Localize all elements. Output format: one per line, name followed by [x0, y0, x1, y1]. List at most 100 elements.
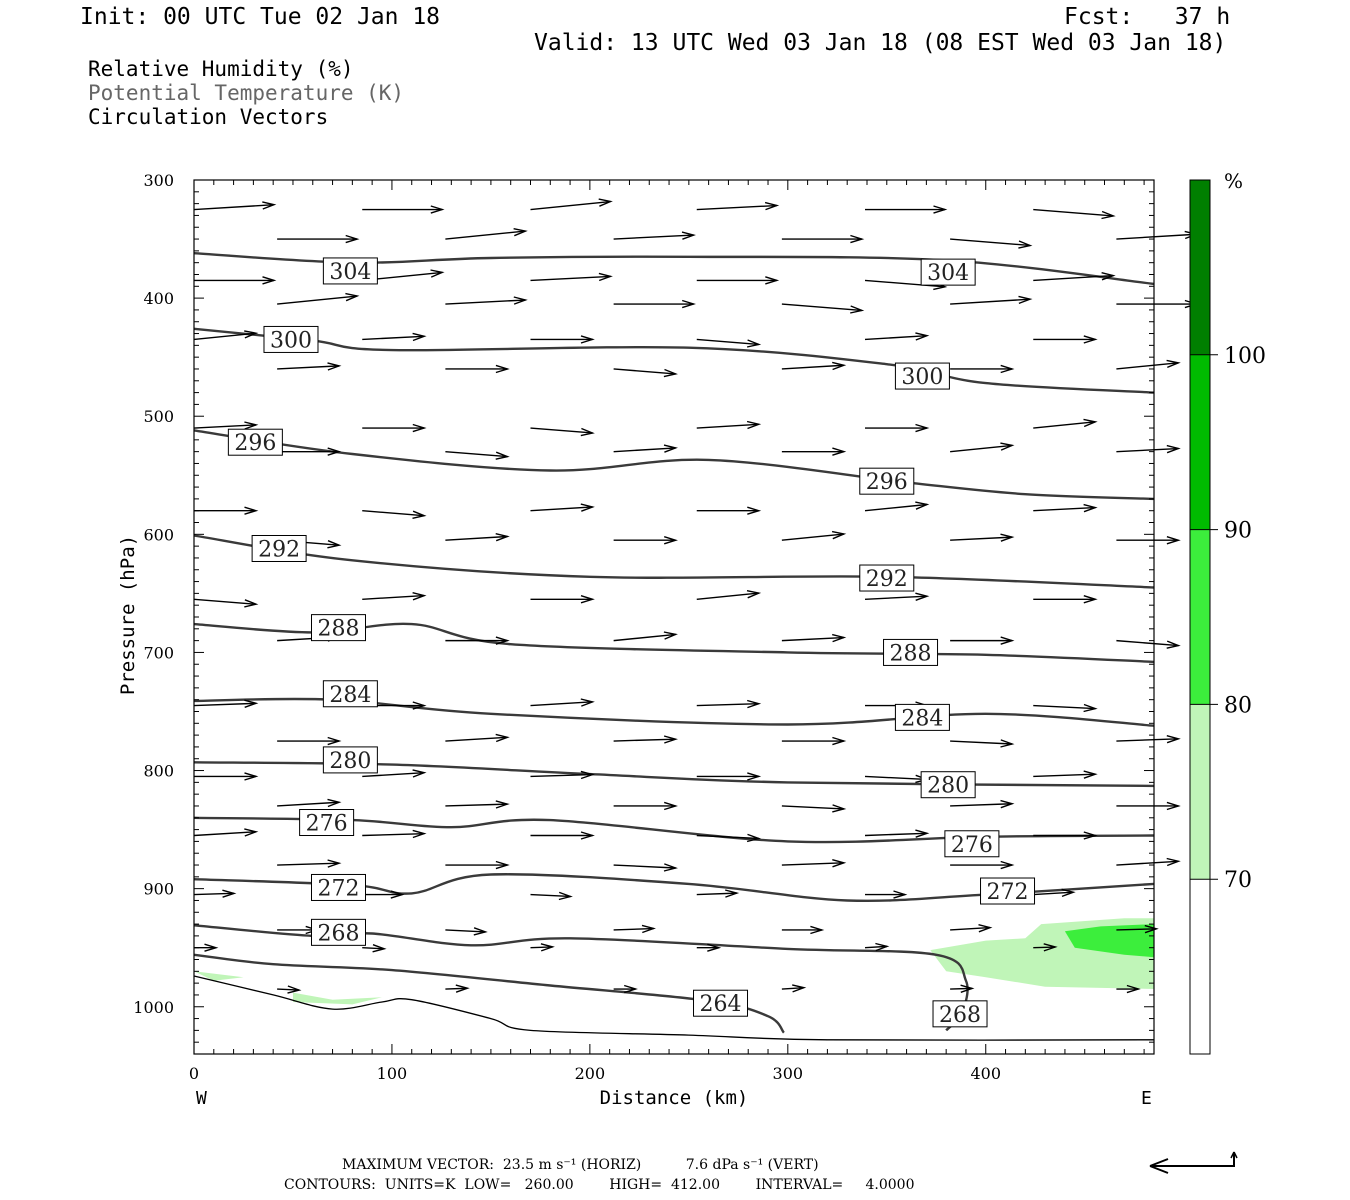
vector-arrow — [1033, 335, 1098, 344]
contour-label-text: 280 — [329, 749, 371, 774]
vector-arrow — [193, 889, 237, 898]
vector-arrow — [193, 598, 259, 608]
contour-label-268: 268 — [932, 1000, 988, 1028]
vector-arrow — [277, 736, 342, 746]
vector-arrow — [696, 420, 762, 430]
vector-arrow — [1116, 299, 1199, 309]
vector-arrow — [696, 201, 780, 211]
y-tick-label: 500 — [143, 407, 174, 426]
vector-arrow — [1116, 924, 1159, 934]
x-tick-label: 0 — [189, 1064, 199, 1083]
contour-label-text: 284 — [901, 706, 943, 731]
init-time: Init: 00 UTC Tue 02 Jan 18 — [80, 4, 441, 30]
colorbar-level-label: 90 — [1224, 519, 1252, 544]
colorbar-segment — [1190, 354, 1210, 530]
vector-arrow — [362, 510, 427, 519]
vector-arrow — [613, 801, 678, 811]
theta-contour-292 — [193, 534, 1155, 589]
x-axis-west-label: W — [196, 1088, 207, 1109]
contour-label-text: 296 — [866, 470, 908, 495]
contour-label-288: 288 — [310, 614, 366, 642]
vector-arrow — [781, 736, 847, 746]
contour-label-292: 292 — [859, 564, 915, 592]
vector-arrow — [194, 772, 259, 781]
theta-contour-260 — [193, 975, 1155, 1041]
x-tick-label: 300 — [773, 1064, 804, 1083]
vector-arrow — [696, 590, 762, 600]
vector-arrow — [445, 984, 470, 993]
contour-label-text: 264 — [700, 992, 742, 1017]
vector-arrow — [445, 364, 510, 374]
x-tick-label: 100 — [377, 1064, 408, 1083]
vector-arrow — [1116, 984, 1141, 994]
y-tick-label: 700 — [143, 643, 174, 662]
colorbar-level-label: 100 — [1224, 344, 1266, 369]
vector-arrow — [1116, 639, 1181, 649]
vector-arrow — [362, 944, 387, 953]
vector-arrow — [530, 831, 595, 840]
contour-label-284: 284 — [322, 680, 378, 708]
vector-arrow — [864, 942, 890, 952]
vector-arrow — [530, 698, 595, 707]
vector-arrow — [1033, 418, 1098, 429]
contour-label-280: 280 — [920, 771, 976, 799]
vector-arrow — [613, 984, 638, 994]
contour-label-text: 296 — [234, 431, 276, 456]
contour-label-text: 292 — [866, 567, 908, 592]
vector-arrow — [781, 859, 847, 868]
vector-arrow — [613, 536, 678, 545]
vector-arrow — [613, 299, 696, 309]
vector-arrow — [781, 925, 825, 935]
vector-arrow — [362, 592, 427, 601]
colorbar-unit: % — [1224, 169, 1243, 193]
contour-label-264: 264 — [693, 989, 749, 1017]
vector-arrow — [613, 631, 678, 642]
vector-arrow — [781, 361, 847, 371]
contour-label-text: 272 — [987, 880, 1029, 905]
vector-arrow — [530, 272, 613, 282]
y-tick-label: 1000 — [133, 998, 174, 1017]
vector-arrow — [696, 276, 780, 285]
vector-arrow — [781, 234, 865, 244]
vector-arrow — [530, 427, 595, 437]
vector-arrow — [1033, 888, 1076, 898]
y-tick-label: 600 — [143, 525, 174, 544]
contour-label-304: 304 — [322, 257, 378, 285]
vector-arrow — [865, 205, 948, 214]
vector-arrow — [613, 368, 678, 378]
vector-arrow — [1033, 943, 1058, 952]
vector-arrow — [362, 423, 427, 433]
vector-arrow — [613, 735, 678, 744]
vector-arrow — [781, 530, 847, 541]
contour-label-292: 292 — [251, 534, 307, 562]
vector-arrow — [950, 364, 1015, 374]
vector-arrow — [950, 442, 1015, 453]
vector-arrow — [781, 804, 847, 813]
contours-note: CONTOURS: UNITS=K LOW= 260.00 HIGH= 412.… — [284, 1177, 915, 1193]
colorbar-segment — [1190, 180, 1210, 355]
vector-arrow — [193, 201, 277, 211]
theta-contour-268 — [193, 924, 969, 1032]
vector-arrow — [781, 984, 807, 993]
vector-arrow — [277, 292, 360, 305]
vector-arrow — [445, 860, 510, 870]
vector-arrow — [445, 533, 510, 542]
vector-arrow — [1033, 272, 1116, 282]
contour-label-268: 268 — [310, 918, 366, 946]
vector-arrow — [950, 295, 1033, 305]
vector-arrow — [864, 592, 930, 601]
vector-arrow — [865, 890, 908, 899]
rh-shading — [194, 918, 1154, 1005]
vector-arrow — [445, 636, 510, 645]
colorbar-level-label: 80 — [1224, 693, 1252, 718]
vector-arrow — [950, 984, 975, 993]
vector-arrow — [277, 234, 360, 244]
vector-arrow — [445, 296, 528, 305]
contour-label-276: 276 — [299, 809, 355, 837]
vector-arrow — [277, 859, 342, 868]
vector-arrow — [530, 891, 573, 901]
vector-arrow — [530, 198, 613, 211]
contour-label-280: 280 — [322, 746, 378, 774]
vector-arrow — [864, 774, 930, 784]
vector-arrow — [193, 421, 259, 430]
